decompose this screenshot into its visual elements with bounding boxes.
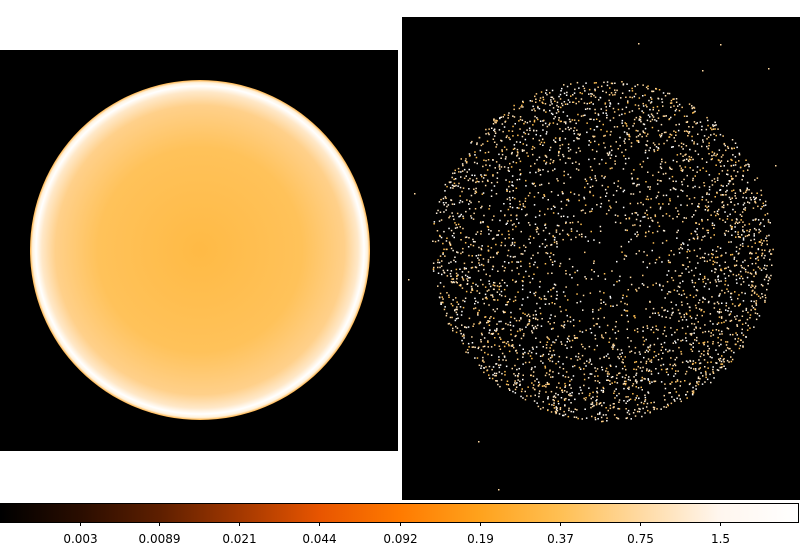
colorbar-tick [80,522,81,526]
colorbar-tick-label: 0.37 [547,532,574,546]
colorbar [0,503,799,523]
colorbar-tick-label: 0.021 [222,532,257,546]
colorbar-tick [640,522,641,526]
colorbar-tick [560,522,561,526]
speckle-disk-render [408,43,777,491]
uniform-disk-render [30,80,370,420]
disk-intensity-image [0,50,398,451]
colorbar-tick [480,522,481,526]
colorbar-tick-label: 0.003 [63,532,98,546]
colorbar-tick-label: 1.5 [710,532,731,546]
photon-count-image [402,17,800,500]
colorbar-tick-label: 0.19 [467,532,494,546]
colorbar-tick [319,522,320,526]
disk-shape [30,80,370,420]
colorbar-tick [400,522,401,526]
colorbar-tick-label: 0.0089 [138,532,181,546]
colorbar-tick-label: 0.044 [302,532,337,546]
colorbar-tick [720,522,721,526]
colorbar-tick-label: 0.092 [383,532,418,546]
colorbar-tick [159,522,160,526]
colorbar-tick [239,522,240,526]
colorbar-tick-label: 0.75 [627,532,654,546]
colorbar-gradient [1,504,798,522]
